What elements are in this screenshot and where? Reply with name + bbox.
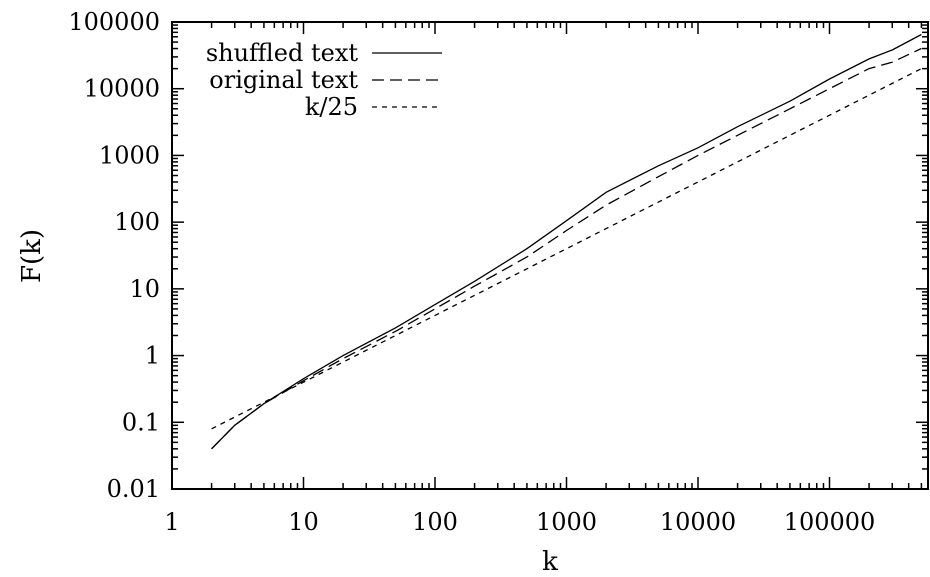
x-tick-label: 1000	[536, 508, 597, 536]
y-tick-label: 100000	[68, 8, 160, 36]
legend-label: original text	[209, 66, 358, 94]
x-tick-label: 10000	[660, 508, 736, 536]
series-line-shuffled-text	[211, 33, 922, 450]
y-tick-label: 10000	[84, 75, 160, 103]
legend-label: k/25	[305, 93, 358, 121]
x-tick-label: 10	[288, 508, 319, 536]
y-tick-label: 10	[129, 275, 160, 303]
y-tick-label: 0.01	[107, 475, 160, 503]
plot-frame	[171, 21, 929, 490]
x-tick-label: 100	[412, 508, 458, 536]
legend-label: shuffled text	[206, 39, 359, 67]
y-tick-label: 0.1	[122, 408, 160, 436]
series-line-k-25	[211, 68, 922, 430]
y-tick-label: 1	[145, 342, 160, 370]
y-axis-label: F(k)	[17, 229, 47, 283]
series-lines	[211, 33, 922, 450]
y-tick-label: 1000	[99, 141, 160, 169]
x-tick-label: 100000	[784, 508, 876, 536]
x-tick-labels: 1 10 100 1000 10000 100000	[164, 508, 875, 536]
tick-marks	[171, 21, 928, 490]
y-tick-label: 100	[114, 208, 160, 236]
x-axis-label: k	[542, 547, 558, 577]
x-tick-label: 1	[164, 508, 179, 536]
series-line-original-text	[211, 47, 922, 450]
y-tick-labels: 0.01 0.1 1 10 100 1000 10000 100000	[68, 8, 160, 503]
